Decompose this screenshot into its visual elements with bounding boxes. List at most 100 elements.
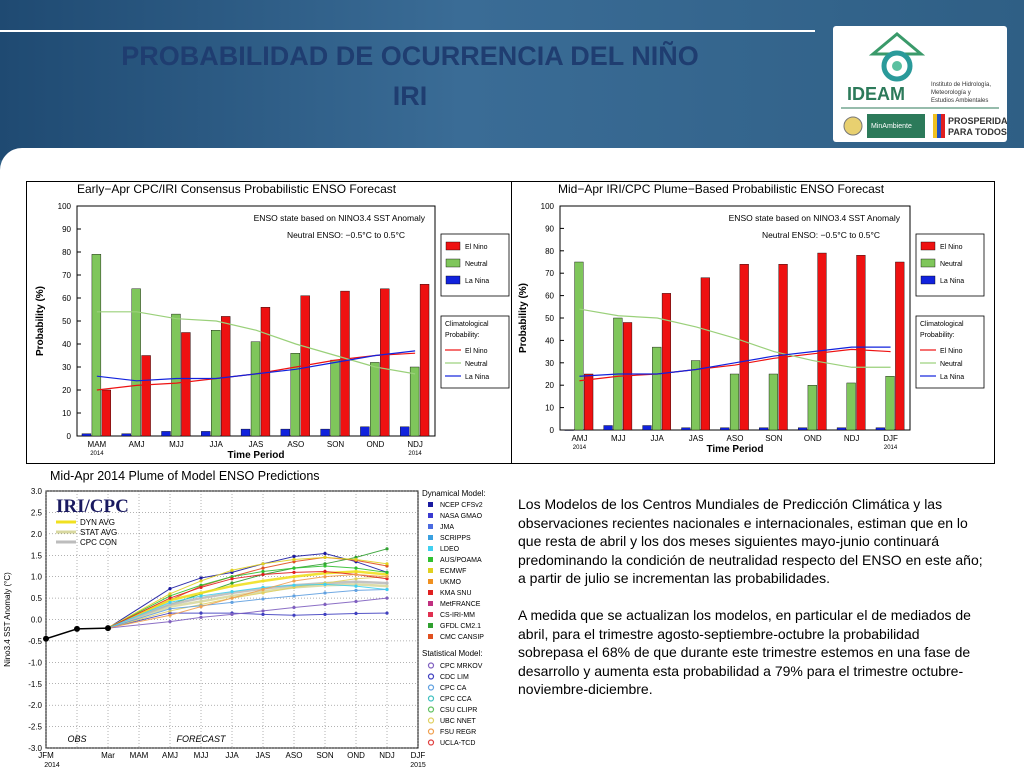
model-point: [323, 612, 327, 616]
paragraph-2: A medida que se actualizan los modelos, …: [518, 606, 971, 698]
model-point: [385, 587, 389, 592]
neutral-bar: [91, 254, 102, 437]
chart-title: Mid−Apr IRI/CPC Plume−Based Probabilisti…: [558, 182, 885, 196]
model-point: [354, 580, 358, 584]
ministry-badge: [867, 114, 925, 138]
plume-y-axis-label: Nino3.4 SST Anomaly (°C): [3, 572, 12, 667]
y-tick-label: 100: [58, 202, 72, 211]
model-point: [354, 569, 358, 574]
model-point: [323, 551, 327, 556]
legend-swatch: [920, 258, 936, 268]
model-point: [168, 596, 172, 600]
model-plume-chart: Mid-Apr 2014 Plume of Model ENSO Predict…: [0, 466, 510, 768]
plume-y-tick-label: 0.0: [31, 616, 43, 625]
model-point: [385, 562, 389, 566]
el-nino-bar: [380, 288, 390, 437]
model-point: [385, 596, 389, 600]
y-tick-label: 40: [545, 336, 554, 345]
dynamical-legend-marker: [428, 568, 433, 573]
plume-y-tick-label: -3.0: [28, 744, 42, 753]
legend-label: La Nina: [465, 278, 489, 285]
model-point: [354, 566, 358, 570]
plume-title: Mid-Apr 2014 Plume of Model ENSO Predict…: [50, 469, 320, 483]
plume-y-tick-label: 2.0: [31, 530, 43, 539]
avg-legend-label: DYN AVG: [80, 518, 115, 527]
dynamical-legend-marker: [428, 612, 433, 617]
legend-label: El Nino: [940, 244, 963, 251]
la-nina-bar: [201, 431, 211, 437]
statistical-legend-marker: [427, 706, 435, 713]
x-axis-label: Time Period: [227, 450, 284, 461]
la-nina-bar: [720, 427, 730, 431]
model-point: [199, 599, 203, 604]
model-point: [323, 569, 327, 574]
model-point: [199, 579, 203, 583]
year-label-end: 2014: [884, 445, 898, 451]
statistical-legend-marker: [427, 673, 435, 680]
y-tick-label: 0: [550, 426, 555, 435]
climatology-title-1: Climatological: [920, 321, 964, 328]
dynamical-legend-label: GFDL CM2.1: [440, 623, 481, 630]
x-tick-label: JAS: [249, 440, 264, 449]
clim-el-nino-line: [579, 348, 891, 382]
plume-x-tick-label: JFM: [38, 751, 54, 760]
plume-based-chart-svg: Mid−Apr IRI/CPC Plume−Based Probabilisti…: [518, 182, 985, 455]
model-point: [199, 605, 203, 609]
statistical-legend-label: CSU CLIPR: [440, 707, 477, 714]
el-nino-bar: [739, 264, 749, 431]
y-tick-label: 40: [62, 340, 71, 349]
dynamical-legend-label: MetFRANCE: [440, 601, 481, 608]
model-point: [230, 577, 234, 581]
la-nina-bar: [797, 427, 808, 431]
observed-point: [74, 625, 80, 632]
slogan-line-1: PROSPERIDAD: [948, 116, 1007, 126]
model-point: [385, 570, 389, 574]
climatology-title-1: Climatological: [445, 321, 489, 328]
plume-y-tick-label: 1.0: [31, 573, 43, 582]
y-tick-label: 80: [62, 248, 71, 257]
el-nino-bar: [419, 283, 430, 437]
climatology-title-2: Probability:: [920, 332, 955, 339]
slogan-line-2: PARA TODOS: [948, 127, 1007, 137]
x-tick-label: OND: [366, 440, 384, 449]
enso-note-1: ENSO state based on NINO3.4 SST Anomaly: [729, 213, 901, 223]
enso-note-2: Neutral ENSO: −0.5°C to 0.5°C: [762, 230, 880, 240]
statistical-legend-marker: [427, 684, 435, 691]
la-nina-bar: [161, 431, 171, 437]
model-point: [292, 605, 296, 610]
dynamical-legend-title: Dynamical Model:: [422, 489, 486, 498]
enso-note-1: ENSO state based on NINO3.4 SST Anomaly: [254, 213, 426, 223]
model-point: [168, 613, 172, 617]
legend-swatch: [445, 241, 461, 251]
la-nina-bar: [360, 426, 370, 437]
climatology-legend-label: Neutral: [465, 361, 488, 368]
y-tick-label: 80: [545, 247, 554, 256]
clim-neutral-line: [579, 308, 891, 368]
model-point: [261, 566, 265, 570]
clim-la-nina-line: [579, 346, 891, 377]
explanation-text: Los Modelos de los Centros Mundiales de …: [518, 495, 988, 717]
ministry-label: MinAmbiente: [871, 123, 912, 130]
year-label-end: 2014: [408, 451, 422, 457]
model-point: [292, 594, 296, 598]
plume-x-tick-label: NDJ: [379, 751, 395, 760]
y-tick-label: 0: [67, 432, 72, 441]
plume-x-tick-label: JAS: [256, 751, 271, 760]
la-nina-bar: [603, 425, 613, 431]
la-nina-bar: [836, 427, 847, 431]
statistical-legend-marker: [427, 717, 435, 724]
avg-legend-label: CPC CON: [80, 538, 117, 547]
la-nina-bar: [642, 425, 652, 431]
plume-y-tick-label: -1.5: [28, 680, 42, 689]
climatology-title-2: Probability:: [445, 332, 480, 339]
statistical-legend-label: CPC CCA: [440, 696, 472, 703]
plume-y-tick-label: 0.5: [31, 594, 43, 603]
x-tick-label: JJA: [651, 434, 665, 443]
model-point: [168, 620, 172, 624]
la-nina-bar: [399, 426, 410, 437]
x-axis-label: Time Period: [706, 444, 763, 455]
dynamical-legend-marker: [428, 590, 433, 595]
neutral-bar: [807, 384, 817, 431]
neutral-bar: [885, 376, 895, 431]
y-tick-label: 70: [62, 271, 71, 280]
